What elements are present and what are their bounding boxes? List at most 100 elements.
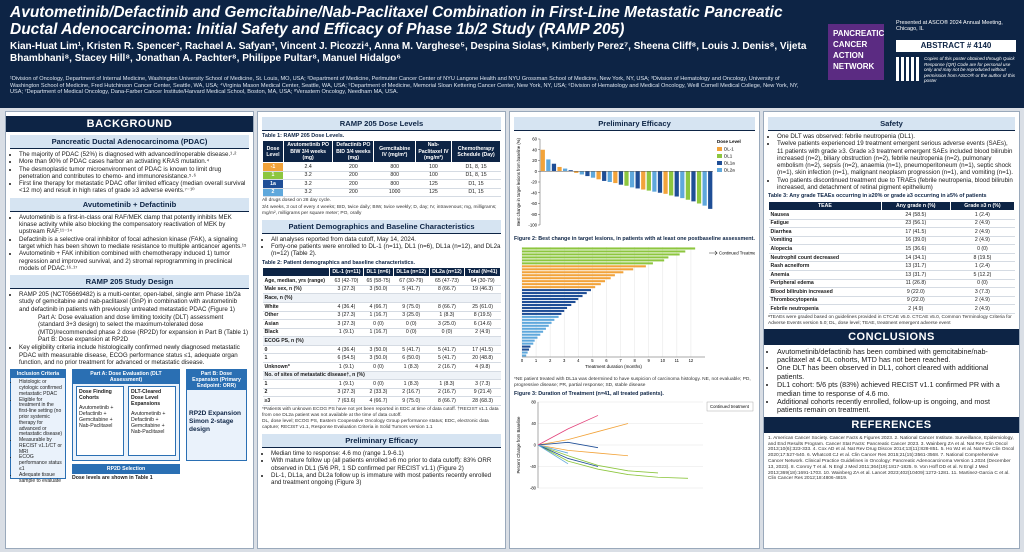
logo-line: PANCREATIC bbox=[833, 29, 885, 38]
table-row: Neutrophil count decreased 14 (34.1) 8 (19… bbox=[768, 253, 1015, 263]
duration-bar bbox=[522, 262, 653, 265]
bar bbox=[557, 166, 562, 172]
bullet: DL-1, DL1a, and DL2a follow up is immatu… bbox=[271, 472, 501, 487]
table-cell: 0 (0) bbox=[950, 279, 1015, 289]
table-cell: 2 bbox=[262, 188, 284, 198]
table: TEAE Any grade n (%) Grade ≥3 n (%) Nausea 2… bbox=[768, 200, 1016, 314]
bullet-list: Avutometinib/defactinib has been combine… bbox=[768, 347, 1015, 415]
duration-bar bbox=[522, 328, 546, 331]
table-cell: 3 (27.3) bbox=[329, 311, 364, 321]
logo-line: NETWORK bbox=[833, 62, 875, 71]
section-heading: Preliminary Efficacy bbox=[514, 117, 755, 131]
table-cell: 8 (66.7) bbox=[429, 302, 465, 312]
bullet: One DLT was observed: febrile neutropeni… bbox=[777, 133, 1015, 140]
section-heading: RAMP 205 Dose Levels bbox=[262, 117, 501, 131]
duration-bar bbox=[522, 274, 615, 277]
bar bbox=[562, 168, 568, 172]
column-header: DL1 (n=6) bbox=[363, 267, 394, 278]
legend-swatch bbox=[717, 161, 722, 165]
criteria-list: Histologic or cytologic confirmed metast… bbox=[13, 379, 63, 485]
table-cell: Black bbox=[262, 328, 330, 338]
footnote: 1. American Cancer Society. Cancer Facts… bbox=[768, 435, 1015, 482]
table-cell: D1, 8, 15 bbox=[451, 162, 501, 172]
duration-bar bbox=[522, 342, 534, 346]
legend-swatch bbox=[717, 168, 722, 172]
table-cell: 200 bbox=[332, 162, 374, 172]
legend-swatch bbox=[717, 147, 722, 151]
copies-note: Copies of this poster obtained through Q… bbox=[924, 56, 1016, 84]
bullet: Median time to response: 4.6 mo (range 1… bbox=[271, 450, 501, 457]
table-cell: 200 bbox=[332, 179, 374, 189]
table-cell: Nausea bbox=[768, 210, 882, 220]
response-line bbox=[537, 445, 569, 454]
table-cell: 64 (30-79) bbox=[464, 276, 501, 286]
y-tick-label: -40 bbox=[531, 190, 538, 195]
table-cell: 23 (56.1) bbox=[881, 219, 951, 229]
y-axis-label: Percent Change from Baseline bbox=[516, 416, 521, 474]
table-cell: 5 (41.7) bbox=[393, 285, 430, 295]
table-cell: 1 (2.4) bbox=[950, 261, 1015, 272]
table-cell: 1000 bbox=[373, 188, 416, 198]
bullet: Additional cohorts recently enrolled, fo… bbox=[777, 397, 1015, 415]
table-cell: 4 (66.7) bbox=[363, 396, 394, 406]
table-cell: Other bbox=[262, 311, 330, 321]
table-row: -1 2.4 200 800 100 D1, 8, 15 bbox=[262, 162, 501, 172]
table-cell: 2 (4.9) bbox=[950, 219, 1015, 229]
table-row: Unknown* 1 (9.1) 0 (0) 1 (8.3) 2 (16.7) 4 (9.… bbox=[262, 362, 501, 372]
affiliations: ¹Division of Oncology, Department of Int… bbox=[10, 76, 799, 96]
table-cell: Alopecia bbox=[768, 244, 882, 254]
table-cell: 800 bbox=[373, 171, 416, 181]
criterion: Adequate tissue sample to evaluate bbox=[19, 472, 63, 485]
table-cell: D1, 8, 15 bbox=[451, 171, 501, 181]
table-row: Peripheral edema 11 (26.8) 0 (0) bbox=[768, 279, 1015, 289]
table-cell: Rash acneiform bbox=[768, 261, 882, 272]
x-tick-label: 11 bbox=[675, 358, 680, 363]
logo: PANCREATIC CANCER ACTION NETWORK bbox=[828, 24, 884, 80]
x-tick-label: 3 bbox=[563, 358, 566, 363]
inclusion-box: Inclusion CriteriaHistologic or cytologi… bbox=[10, 369, 66, 483]
bar bbox=[635, 171, 640, 189]
bullet: Defactinib is a selective oral inhibitor… bbox=[19, 236, 249, 251]
section-banner: BACKGROUND bbox=[6, 116, 253, 132]
duration-bar bbox=[522, 265, 646, 268]
column-header: DL-1 (n=11) bbox=[328, 267, 365, 278]
table-row: Other 3 (27.3) 1 (16.7) 3 (25.0) 1 (8.3) 8 (1… bbox=[262, 311, 501, 321]
table-cell: 13 (31.7) bbox=[881, 261, 951, 272]
duration-bar bbox=[522, 289, 591, 292]
bar bbox=[613, 171, 618, 184]
table-cell: 100 bbox=[415, 162, 452, 172]
bar bbox=[674, 171, 679, 197]
duration-bar bbox=[522, 316, 559, 319]
response-line bbox=[537, 445, 569, 465]
table-cell: ECOG PS, n (%) bbox=[262, 336, 501, 346]
table-cell: 5 (41.7) bbox=[429, 345, 465, 355]
bullet-list: Key eligibility criteria include histolo… bbox=[10, 344, 249, 366]
table-cell: Febrile neutropenia bbox=[768, 304, 882, 314]
table: Dose Level Avutometinib PO BIW 3/4 weeks … bbox=[262, 140, 501, 198]
bullet: The desmoplastic tumor microenvironment … bbox=[19, 166, 249, 181]
duration-bar bbox=[522, 337, 538, 340]
table-cell: 17 (41.5) bbox=[464, 345, 501, 355]
table-cell: 14 (34.1) bbox=[881, 253, 951, 263]
footnote: *Patients with unknown ECOG PS have not … bbox=[262, 406, 499, 418]
logo-line: ACTION bbox=[833, 51, 864, 60]
caption: Figure 3: Duration of Treatment (n=41, a… bbox=[514, 391, 664, 397]
duration-bar bbox=[522, 322, 552, 325]
criterion: Eligible for treatment in the first-line… bbox=[19, 397, 63, 439]
y-tick-label: 0 bbox=[534, 443, 537, 448]
duration-bar bbox=[522, 271, 624, 274]
table-cell: 3 (27.3) bbox=[329, 319, 364, 329]
footnote: All drugs dosed on 28 day cycle. bbox=[262, 198, 332, 204]
table-cell: 63 (42-70) bbox=[329, 276, 364, 286]
table-row: Fatigue 23 (56.1) 2 (4.9) bbox=[768, 219, 1015, 229]
logo-line: CANCER bbox=[833, 40, 868, 49]
x-axis-label: Treatment duration (months) bbox=[585, 364, 642, 369]
table-cell: 2 (33.3) bbox=[363, 388, 394, 398]
table-cell: Neutrophil count decreased bbox=[768, 253, 882, 263]
table-cell: 9 (22.0) bbox=[881, 287, 951, 297]
rp2d-selection: RP2D Selection bbox=[72, 464, 180, 475]
duration-bar bbox=[522, 325, 549, 328]
column-header: Any grade n (%) bbox=[880, 200, 951, 211]
bar bbox=[624, 171, 629, 186]
